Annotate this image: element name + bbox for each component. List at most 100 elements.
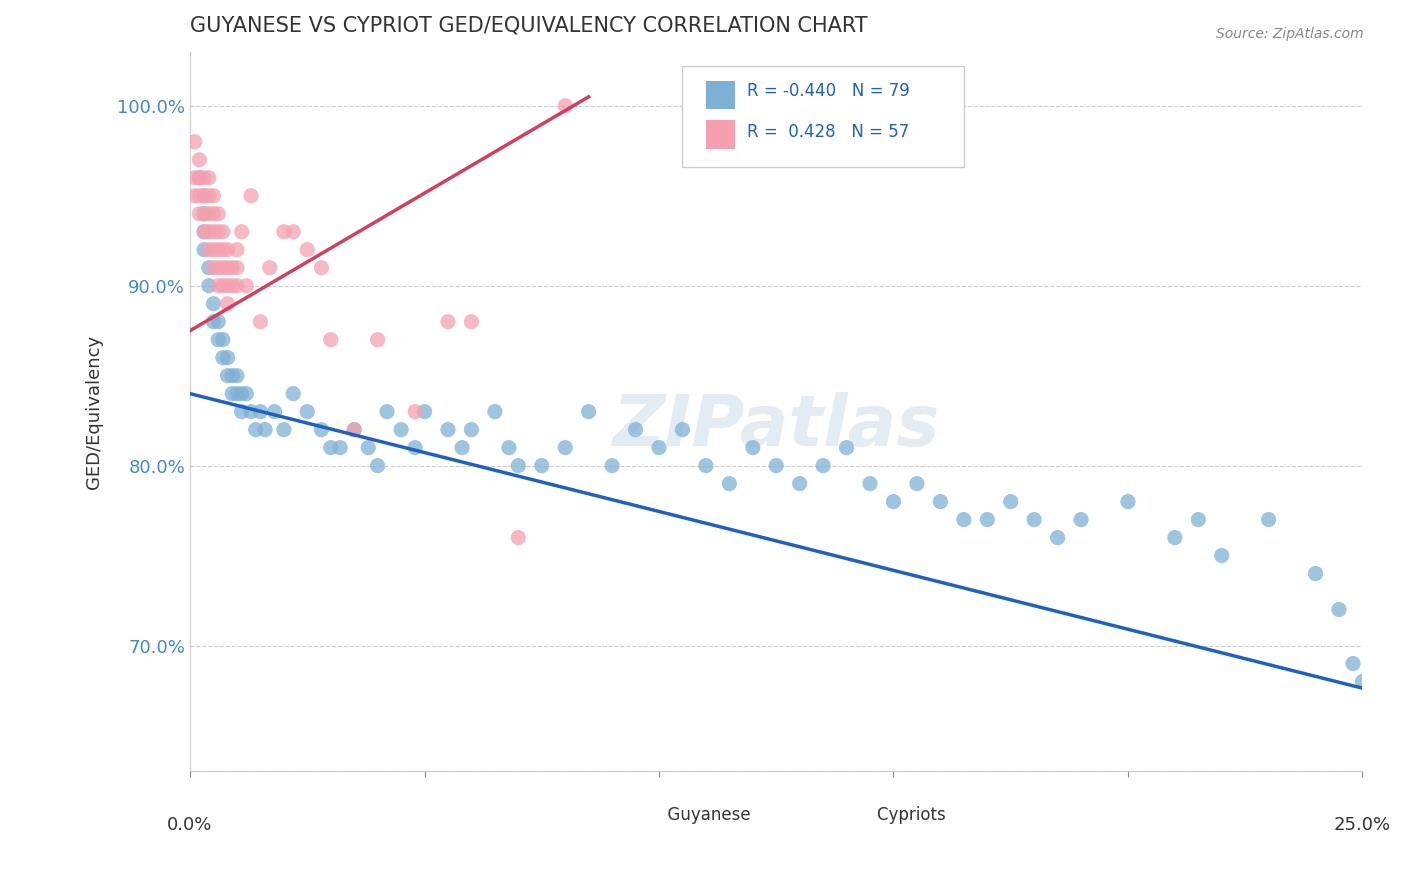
Point [554,441,576,455]
Point [578,404,600,418]
Point [198,170,221,185]
Point [202,260,225,275]
Point [212,278,235,293]
Point [202,188,225,202]
Point [212,260,235,275]
Point [207,333,229,347]
Point [530,458,553,473]
Point [226,260,249,275]
Point [231,386,253,401]
Text: R = -0.440   N = 79: R = -0.440 N = 79 [747,82,910,101]
Point [188,170,211,185]
Point [953,513,976,527]
Point [226,386,249,401]
Point [460,423,482,437]
Point [1341,657,1364,671]
Point [1327,602,1350,616]
Point [202,315,225,329]
Point [212,333,235,347]
Point [235,386,257,401]
Point [375,404,398,418]
Point [273,423,295,437]
Point [226,368,249,383]
FancyBboxPatch shape [706,80,735,110]
Point [671,423,693,437]
Point [231,404,253,418]
Point [600,458,623,473]
Point [207,207,229,221]
Point [202,243,225,257]
Point [1046,531,1069,545]
Point [648,441,671,455]
Point [835,441,858,455]
Text: Source: ZipAtlas.com: Source: ZipAtlas.com [1216,27,1364,41]
Point [249,315,271,329]
Point [1164,531,1187,545]
Point [226,278,249,293]
Point [184,135,207,149]
Point [451,441,474,455]
Point [297,404,319,418]
Point [231,225,253,239]
Point [765,458,787,473]
Point [217,368,239,383]
Text: Guyanese: Guyanese [636,805,751,823]
Point [198,207,221,221]
Point [207,315,229,329]
Point [976,513,998,527]
Point [1351,674,1374,689]
Point [202,296,225,310]
Point [188,153,211,167]
Point [193,188,215,202]
Point [413,404,436,418]
Point [235,278,257,293]
Point [184,188,207,202]
Point [624,423,647,437]
Point [193,243,215,257]
Point [188,207,211,221]
Point [1116,494,1139,508]
Point [273,225,295,239]
Point [207,225,229,239]
Text: 0.0%: 0.0% [167,816,212,834]
Point [741,441,763,455]
Point [367,333,389,347]
Point [193,170,215,185]
Point [193,207,215,221]
Point [193,225,215,239]
Point [188,188,211,202]
Point [484,404,506,418]
Point [508,531,530,545]
FancyBboxPatch shape [706,120,735,149]
Point [207,260,229,275]
Point [929,494,952,508]
Point [1305,566,1327,581]
Point [329,441,352,455]
Text: 25.0%: 25.0% [1334,816,1391,834]
Point [202,207,225,221]
Point [1024,513,1046,527]
Point [193,207,215,221]
Point [718,476,741,491]
Point [311,423,333,437]
Point [1187,513,1209,527]
Point [283,225,305,239]
Point [498,441,520,455]
Point [184,170,207,185]
Point [212,225,235,239]
Point [240,188,263,202]
Point [193,225,215,239]
Point [263,404,285,418]
Point [202,225,225,239]
Point [217,243,239,257]
Point [789,476,811,491]
Point [221,260,243,275]
Point [212,351,235,365]
Point [217,296,239,310]
Point [226,243,249,257]
Text: ZIPatlas: ZIPatlas [613,392,941,460]
Point [319,441,342,455]
Point [882,494,904,508]
Point [367,458,389,473]
Point [695,458,717,473]
